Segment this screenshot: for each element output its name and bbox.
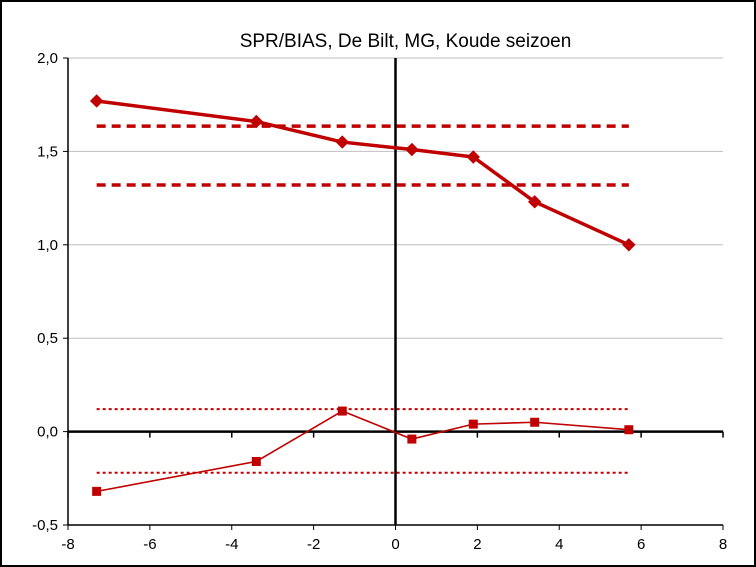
data-point-square bbox=[530, 417, 540, 427]
data-point-square bbox=[251, 456, 261, 466]
x-tick-label: 6 bbox=[637, 536, 645, 553]
data-point-diamond bbox=[527, 195, 542, 209]
data-point-diamond bbox=[89, 94, 104, 108]
x-tick-label: -6 bbox=[143, 536, 156, 553]
x-tick-label: 4 bbox=[555, 536, 563, 553]
series-line bbox=[96, 99, 630, 247]
data-point-diamond bbox=[622, 238, 636, 252]
x-tick-label: 8 bbox=[719, 536, 727, 553]
y-tick-label: 0,5 bbox=[37, 330, 58, 347]
series-layer bbox=[89, 94, 636, 496]
data-point-diamond bbox=[466, 150, 480, 164]
data-point-square bbox=[468, 419, 478, 429]
y-tick-label: 0,0 bbox=[37, 424, 58, 441]
chart-title: SPR/BIAS, De Bilt, MG, Koude seizoen bbox=[240, 31, 572, 52]
y-tick-label: -0,5 bbox=[32, 517, 58, 534]
y-tick-label: 1,0 bbox=[37, 237, 58, 254]
y-tick-label: 2,0 bbox=[37, 50, 58, 67]
data-point-square bbox=[92, 486, 102, 496]
x-tick-label: -8 bbox=[61, 536, 74, 553]
axes bbox=[63, 57, 724, 530]
x-tick-label: 0 bbox=[391, 536, 399, 553]
data-point-square bbox=[337, 406, 347, 416]
x-tick-label: -4 bbox=[225, 536, 238, 553]
series-line bbox=[96, 410, 629, 493]
data-point-diamond bbox=[335, 135, 349, 149]
data-point-square bbox=[624, 425, 634, 435]
x-tick-label: 2 bbox=[473, 536, 481, 553]
reference-lines bbox=[96, 124, 629, 474]
data-point-diamond bbox=[249, 114, 264, 129]
data-point-diamond bbox=[405, 142, 419, 157]
y-tick-label: 1,5 bbox=[37, 143, 58, 160]
data-point-square bbox=[407, 434, 417, 444]
x-tick-label: -2 bbox=[307, 536, 320, 553]
tick-labels: -0,5 0,0 0,5 1,0 1,5 2,0 -8 -6 -4 -2 0 2 4 6 8 bbox=[32, 50, 727, 553]
